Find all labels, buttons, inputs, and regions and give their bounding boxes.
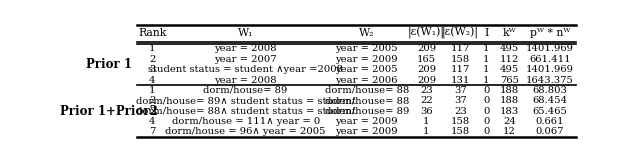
- Text: 36: 36: [420, 107, 433, 116]
- Text: 209: 209: [417, 76, 436, 85]
- Text: dorm/house= 89: dorm/house= 89: [204, 86, 288, 95]
- Text: 23: 23: [454, 107, 467, 116]
- Text: 68.803: 68.803: [532, 86, 567, 95]
- Text: 209: 209: [417, 65, 436, 74]
- Text: 158: 158: [451, 55, 470, 64]
- Text: year = 2005: year = 2005: [335, 44, 398, 53]
- Text: 495: 495: [500, 44, 519, 53]
- Text: 112: 112: [500, 55, 519, 64]
- Text: dorm/house = 96∧ year = 2005: dorm/house = 96∧ year = 2005: [165, 127, 326, 136]
- Text: 1: 1: [423, 127, 429, 136]
- Text: pᵂ * nᵂ: pᵂ * nᵂ: [530, 28, 570, 38]
- Text: year = 2009: year = 2009: [335, 55, 398, 64]
- Text: dorm/house= 88: dorm/house= 88: [324, 86, 409, 95]
- Text: 65.465: 65.465: [532, 107, 567, 116]
- Text: 165: 165: [417, 55, 436, 64]
- Text: 4: 4: [149, 117, 156, 126]
- Text: 0: 0: [483, 127, 490, 136]
- Text: 1401.969: 1401.969: [526, 65, 574, 74]
- Text: 37: 37: [454, 86, 467, 95]
- Text: 1401.969: 1401.969: [526, 44, 574, 53]
- Text: 1: 1: [149, 44, 156, 53]
- Text: student status = student ∧year =2008: student status = student ∧year =2008: [148, 65, 343, 74]
- Text: |ε(W₁)|: |ε(W₁)|: [408, 27, 445, 39]
- Text: year = 2009: year = 2009: [335, 127, 398, 136]
- Text: dorm/house= 88∧ student status = student: dorm/house= 88∧ student status = student: [136, 107, 356, 116]
- Text: 0: 0: [483, 86, 490, 95]
- Text: 117: 117: [451, 65, 470, 74]
- Text: 0.067: 0.067: [536, 127, 564, 136]
- Text: year = 2007: year = 2007: [214, 55, 277, 64]
- Text: 1: 1: [483, 44, 490, 53]
- Text: dorm/house = 111∧ year = 0: dorm/house = 111∧ year = 0: [172, 117, 320, 126]
- Text: 158: 158: [451, 117, 470, 126]
- Text: dorm/house= 89∧ student status = student: dorm/house= 89∧ student status = student: [136, 96, 356, 105]
- Text: dorm/house= 89: dorm/house= 89: [324, 107, 409, 116]
- Text: 117: 117: [451, 44, 470, 53]
- Text: Prior 1: Prior 1: [86, 58, 132, 71]
- Text: year = 2006: year = 2006: [335, 76, 398, 85]
- Text: 12: 12: [503, 127, 516, 136]
- Text: I: I: [484, 28, 488, 38]
- Text: 183: 183: [500, 107, 519, 116]
- Text: Rank: Rank: [138, 28, 166, 38]
- Text: 4: 4: [149, 76, 156, 85]
- Text: 37: 37: [454, 96, 467, 105]
- Text: 158: 158: [451, 127, 470, 136]
- Text: 0: 0: [483, 117, 490, 126]
- Text: 2: 2: [149, 55, 156, 64]
- Text: 661.411: 661.411: [529, 55, 571, 64]
- Text: W₂: W₂: [359, 28, 374, 38]
- Text: 1: 1: [483, 65, 490, 74]
- Text: 23: 23: [420, 86, 433, 95]
- Text: year = 2008: year = 2008: [214, 44, 277, 53]
- Text: 765: 765: [500, 76, 519, 85]
- Text: 0: 0: [483, 107, 490, 116]
- Text: 2: 2: [149, 96, 156, 105]
- Text: 209: 209: [417, 44, 436, 53]
- Text: 24: 24: [503, 117, 516, 126]
- Text: 3: 3: [149, 65, 156, 74]
- Text: W₁: W₁: [238, 28, 253, 38]
- Text: 22: 22: [420, 96, 433, 105]
- Text: 0: 0: [483, 96, 490, 105]
- Text: 495: 495: [500, 65, 519, 74]
- Text: year = 2005: year = 2005: [335, 65, 398, 74]
- Text: Prior 1+Prior2: Prior 1+Prior2: [60, 105, 157, 118]
- Text: dorm/house= 88: dorm/house= 88: [324, 96, 409, 105]
- Text: 188: 188: [500, 86, 519, 95]
- Text: year = 2009: year = 2009: [335, 117, 398, 126]
- Text: kᵂ: kᵂ: [502, 28, 516, 38]
- Text: 3: 3: [149, 107, 156, 116]
- Text: |ε(W₂)|: |ε(W₂)|: [442, 27, 479, 39]
- Text: 188: 188: [500, 96, 519, 105]
- Text: 1643.375: 1643.375: [526, 76, 574, 85]
- Text: 1: 1: [483, 76, 490, 85]
- Text: 1: 1: [483, 55, 490, 64]
- Text: 131: 131: [451, 76, 470, 85]
- Text: year = 2008: year = 2008: [214, 76, 277, 85]
- Text: 7: 7: [149, 127, 156, 136]
- Text: 0.661: 0.661: [536, 117, 564, 126]
- Text: 1: 1: [149, 86, 156, 95]
- Text: 68.454: 68.454: [532, 96, 568, 105]
- Text: 1: 1: [423, 117, 429, 126]
